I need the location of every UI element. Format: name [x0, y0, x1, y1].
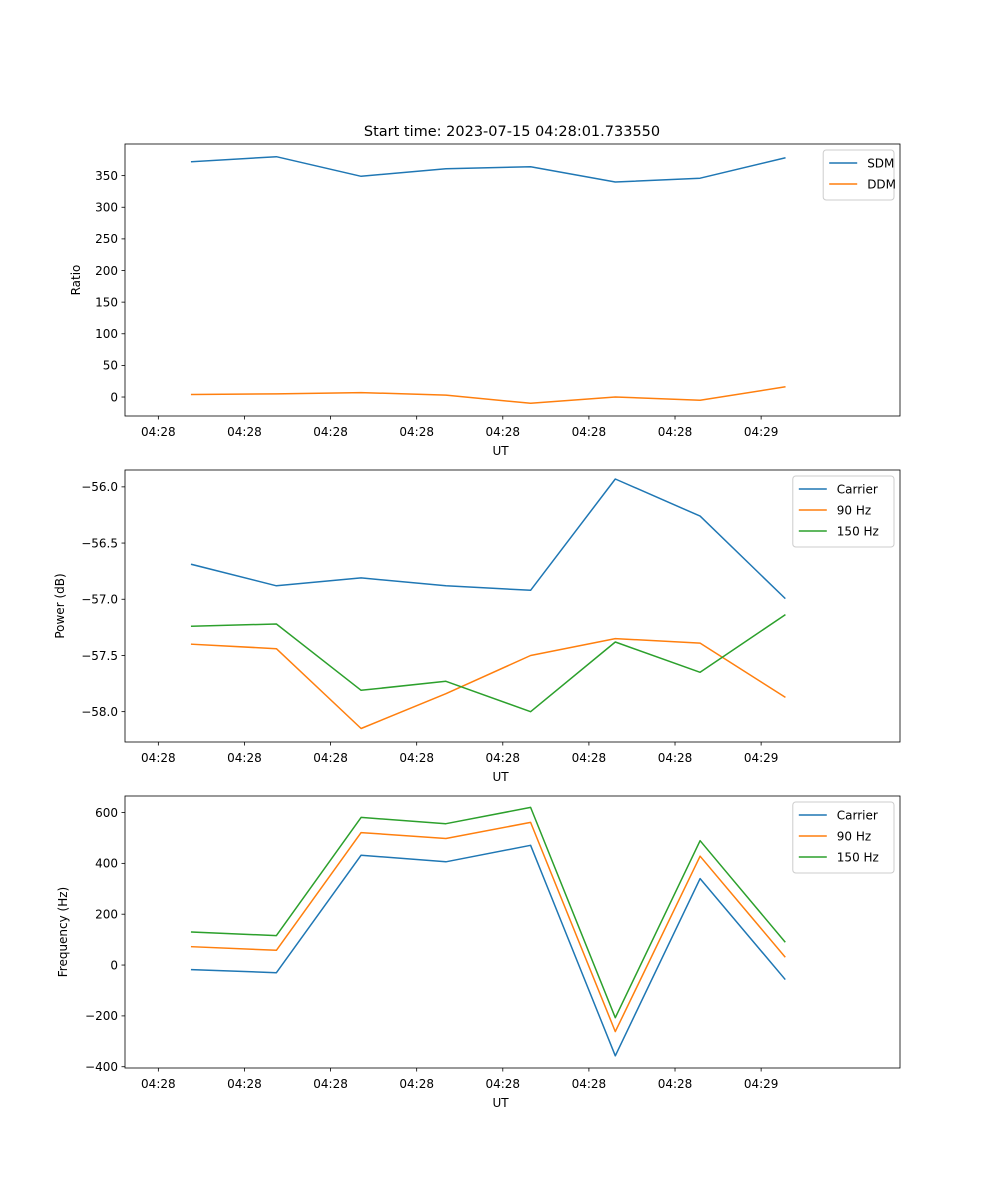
x-tick-label: 04:28: [485, 425, 520, 439]
y-tick-label: −400: [85, 1060, 118, 1074]
x-tick-label: 04:29: [744, 425, 779, 439]
y-tick-label: 200: [95, 264, 118, 278]
y-tick-label: −56.5: [81, 536, 118, 550]
x-tick-label: 04:28: [658, 1077, 693, 1091]
y-tick-label: −57.5: [81, 649, 118, 663]
plot-3: −400 −200 0 200 400 600 04:28 04:28 04:28 04:28 04…: [56, 795, 901, 1110]
series-line-150-hz: [190, 806, 786, 1019]
y-tick-label: −200: [85, 1009, 118, 1023]
figure-title: Start time: 2023-07-15 04:28:01.733550: [364, 124, 660, 140]
x-tick-label: 04:29: [744, 751, 779, 765]
y-tick-label: 50: [103, 359, 118, 373]
legend-box: [792, 801, 895, 874]
y-tick-label: 0: [110, 390, 118, 404]
x-tick-label: 04:28: [141, 751, 176, 765]
axes-frame: [124, 795, 901, 1069]
legend: SDM DDM: [822, 149, 896, 201]
plot-1: 0 50 100 150 200 250 300 350 04:28 04:28 04:28 04:2…: [69, 143, 901, 458]
x-tick-label: 04:28: [399, 425, 434, 439]
x-tick-label: 04:28: [485, 751, 520, 765]
series-line-90-hz: [190, 821, 786, 1033]
x-tick-label: 04:28: [572, 425, 607, 439]
plots: 0 50 100 150 200 250 300 350 04:28 04:28 04:28 04:2…: [53, 143, 901, 1110]
x-tick-label: 04:28: [658, 751, 693, 765]
x-tick-label: 04:28: [227, 425, 262, 439]
y-tick-label: 350: [95, 169, 118, 183]
x-tick-label: 04:28: [313, 1077, 348, 1091]
axes-frame: [124, 469, 901, 743]
x-tick-label: 04:28: [313, 425, 348, 439]
x-tick-label: 04:28: [227, 751, 262, 765]
x-axis-label: UT: [492, 770, 509, 784]
y-axis-label: Power (dB): [53, 573, 67, 638]
x-tick-label: 04:28: [572, 1077, 607, 1091]
x-tick-label: 04:28: [399, 751, 434, 765]
x-tick-label: 04:28: [141, 1077, 176, 1091]
x-tick-label: 04:29: [744, 1077, 779, 1091]
y-axis-label: Frequency (Hz): [56, 887, 70, 978]
legend-label: 90 Hz: [837, 503, 871, 517]
y-tick-label: 300: [95, 201, 118, 215]
x-tick-label: 04:28: [485, 1077, 520, 1091]
y-tick-label: 600: [95, 806, 118, 820]
legend-label: 90 Hz: [837, 829, 871, 843]
axes-frame: [124, 143, 901, 417]
y-tick-label: −57.0: [81, 593, 118, 607]
x-tick-label: 04:28: [658, 425, 693, 439]
x-axis-label: UT: [492, 444, 509, 458]
series-line-carrier: [190, 844, 786, 1057]
y-tick-label: 200: [95, 908, 118, 922]
y-tick-label: 150: [95, 295, 118, 309]
legend: Carrier 90 Hz 150 Hz: [792, 475, 895, 548]
legend-label: 150 Hz: [837, 850, 879, 864]
x-tick-label: 04:28: [572, 751, 607, 765]
y-tick-label: 100: [95, 327, 118, 341]
y-axis-label: Ratio: [69, 265, 83, 296]
legend-label: SDM: [867, 156, 894, 170]
x-tick-label: 04:28: [141, 425, 176, 439]
series-line-carrier: [190, 478, 786, 600]
y-tick-label: 0: [110, 958, 118, 972]
legend: Carrier 90 Hz 150 Hz: [792, 801, 895, 874]
legend-box: [792, 475, 895, 548]
series-line-ddm: [190, 386, 786, 405]
x-axis-label: UT: [492, 1096, 509, 1110]
x-tick-label: 04:28: [227, 1077, 262, 1091]
x-tick-label: 04:28: [399, 1077, 434, 1091]
legend-label: 150 Hz: [837, 524, 879, 538]
legend-label: Carrier: [837, 808, 878, 822]
plot-2: −58.0 −57.5 −57.0 −56.5 −56.0 04:28 04:28 04:28…: [53, 469, 901, 784]
y-tick-label: 400: [95, 857, 118, 871]
legend-label: DDM: [867, 177, 896, 191]
y-tick-label: 250: [95, 232, 118, 246]
series-line-sdm: [190, 155, 786, 183]
y-tick-label: −56.0: [81, 480, 118, 494]
y-tick-label: −58.0: [81, 705, 118, 719]
x-tick-label: 04:28: [313, 751, 348, 765]
series-line-90-hz: [190, 637, 786, 730]
legend-label: Carrier: [837, 482, 878, 496]
series-line-150-hz: [190, 613, 786, 713]
